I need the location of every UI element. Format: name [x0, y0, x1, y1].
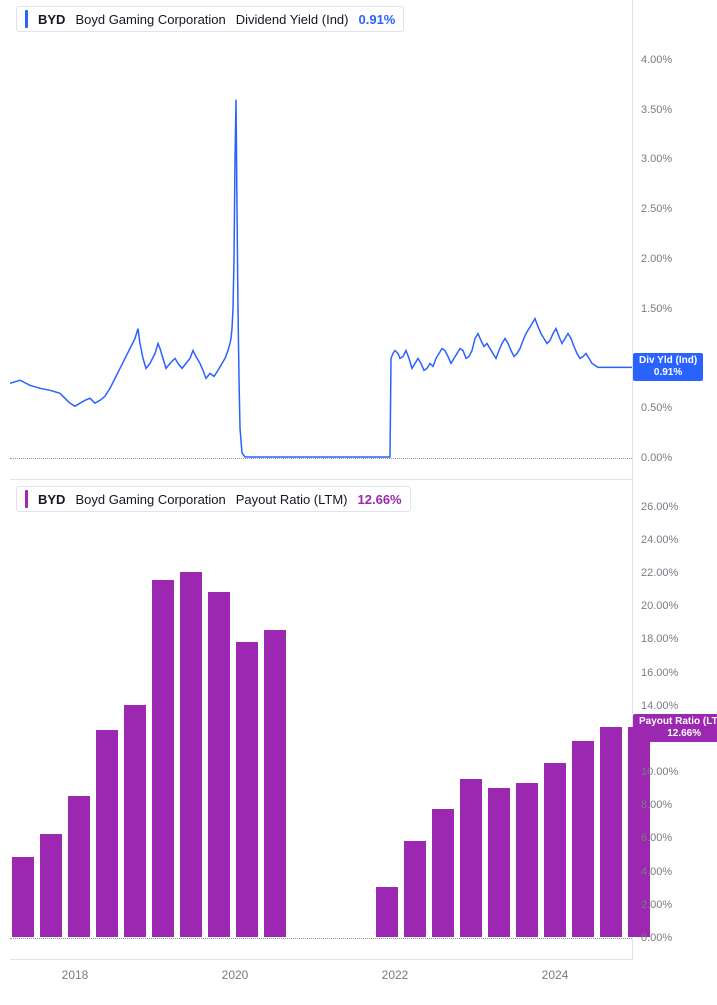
chart1-ytick: 3.00% — [641, 153, 672, 165]
payout-ratio-bar — [488, 788, 510, 937]
chart2-ytick: 6.00% — [641, 832, 672, 844]
chart2-company-name: Boyd Gaming Corporation — [75, 492, 225, 507]
chart1-company-name: Boyd Gaming Corporation — [75, 12, 225, 27]
payout-ratio-bar — [208, 592, 230, 937]
shared-x-axis[interactable]: 2018 2020 2022 2024 — [10, 960, 633, 990]
chart1-ytick: 2.00% — [641, 253, 672, 265]
chart2-plot-area[interactable] — [10, 480, 632, 959]
chart2-value-marker: Payout Ratio (LTM)12.66% — [633, 714, 717, 742]
payout-ratio-bar — [40, 834, 62, 937]
payout-ratio-bar — [180, 572, 202, 937]
chart2-ytick: 18.00% — [641, 633, 678, 645]
chart1-y-axis[interactable]: 0.00%0.50%1.00%1.50%2.00%2.50%3.00%3.50%… — [633, 0, 716, 480]
payout-ratio-chart-panel: BYD Boyd Gaming Corporation Payout Ratio… — [10, 480, 633, 960]
payout-ratio-bar — [124, 705, 146, 937]
chart2-zero-line — [10, 938, 632, 939]
payout-ratio-bar — [460, 779, 482, 937]
chart2-ytick: 8.00% — [641, 799, 672, 811]
chart1-plot-area[interactable] — [10, 0, 632, 479]
payout-ratio-bar — [12, 857, 34, 937]
chart2-current-value: 12.66% — [358, 492, 402, 507]
chart2-y-axis[interactable]: 0.00%2.00%4.00%6.00%8.00%10.00%12.00%14.… — [633, 480, 716, 960]
payout-ratio-bar — [236, 642, 258, 937]
chart2-ytick: 0.00% — [641, 932, 672, 944]
chart1-value-marker: Div Yld (Ind)0.91% — [633, 353, 703, 381]
chart2-ytick: 20.00% — [641, 600, 678, 612]
chart2-ytick: 10.00% — [641, 766, 678, 778]
payout-ratio-bar — [152, 580, 174, 937]
x-axis-tick: 2020 — [222, 968, 249, 982]
chart1-metric-name: Dividend Yield (Ind) — [236, 12, 349, 27]
chart2-ytick: 26.00% — [641, 501, 678, 513]
chart1-legend-color-bar — [25, 10, 28, 28]
chart1-legend[interactable]: BYD Boyd Gaming Corporation Dividend Yie… — [16, 6, 404, 32]
payout-ratio-bar — [432, 809, 454, 937]
x-axis-tick: 2018 — [62, 968, 89, 982]
chart2-ytick: 2.00% — [641, 899, 672, 911]
chart1-ytick: 1.50% — [641, 303, 672, 315]
x-axis-tick: 2024 — [542, 968, 569, 982]
x-axis-tick: 2022 — [382, 968, 409, 982]
chart1-ytick: 3.50% — [641, 104, 672, 116]
chart1-ytick: 2.50% — [641, 203, 672, 215]
payout-ratio-bar — [600, 727, 622, 937]
chart1-line-svg — [10, 0, 633, 480]
chart2-legend-color-bar — [25, 490, 28, 508]
chart2-ytick: 16.00% — [641, 667, 678, 679]
chart2-legend[interactable]: BYD Boyd Gaming Corporation Payout Ratio… — [16, 486, 411, 512]
chart2-metric-name: Payout Ratio (LTM) — [236, 492, 348, 507]
chart2-ytick: 4.00% — [641, 866, 672, 878]
payout-ratio-bar — [516, 783, 538, 937]
payout-ratio-bar — [404, 841, 426, 937]
chart1-ticker: BYD — [38, 12, 65, 27]
payout-ratio-bar — [96, 730, 118, 937]
chart2-ytick: 14.00% — [641, 700, 678, 712]
payout-ratio-bar — [264, 630, 286, 937]
payout-ratio-bar — [544, 763, 566, 937]
chart2-ticker: BYD — [38, 492, 65, 507]
chart1-ytick: 0.00% — [641, 452, 672, 464]
payout-ratio-bar — [572, 741, 594, 937]
chart1-ytick: 0.50% — [641, 402, 672, 414]
payout-ratio-bar — [68, 796, 90, 937]
chart1-current-value: 0.91% — [359, 12, 396, 27]
chart2-ytick: 24.00% — [641, 534, 678, 546]
chart1-zero-line — [10, 458, 632, 459]
payout-ratio-bar — [376, 887, 398, 937]
dividend-yield-chart-panel: BYD Boyd Gaming Corporation Dividend Yie… — [10, 0, 633, 480]
chart2-ytick: 22.00% — [641, 567, 678, 579]
chart1-ytick: 4.00% — [641, 54, 672, 66]
